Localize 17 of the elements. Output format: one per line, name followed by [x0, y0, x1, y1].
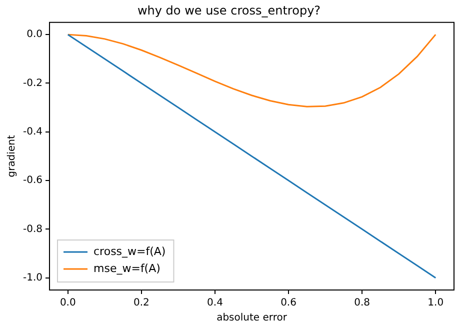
x-tick-label: 0.8 [354, 298, 370, 309]
y-axis-title: gradient [6, 135, 18, 178]
x-tick-label: 0.0 [60, 298, 76, 309]
x-tick-label: 0.2 [133, 298, 150, 309]
x-tick-label: 1.0 [428, 298, 444, 309]
y-tick-label: -0.4 [22, 126, 43, 138]
x-tick-label: 0.6 [280, 298, 296, 309]
y-tick-label: -0.8 [22, 224, 43, 235]
legend-label: cross_w=f(A) [94, 244, 166, 258]
chart-title: why do we use cross_entropy? [137, 3, 321, 18]
x-axis-title: absolute error [216, 312, 288, 324]
y-tick-label: -0.2 [22, 78, 43, 89]
y-tick-label: -0.6 [22, 175, 43, 186]
y-tick-label: -1.0 [22, 272, 43, 284]
x-tick-label: 0.4 [207, 298, 223, 309]
legend-label: mse_w=f(A) [94, 262, 160, 275]
y-tick-label: 0.0 [26, 29, 43, 40]
